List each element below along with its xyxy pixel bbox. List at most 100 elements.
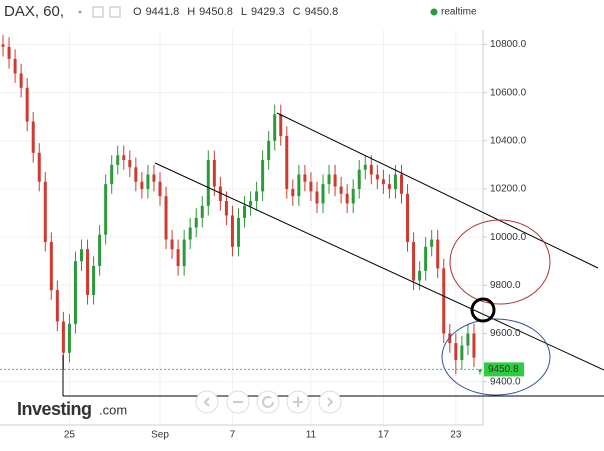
y-tick-label: 9800.0 [490, 280, 521, 291]
x-tick-label: Sep [151, 430, 169, 441]
candle-body [98, 234, 102, 267]
last-price-label: 9450.8 [488, 364, 519, 375]
trend-line [154, 162, 604, 371]
candle-body [249, 201, 253, 206]
candle-body [399, 174, 403, 194]
candle-body [430, 239, 434, 247]
candle-body [333, 174, 337, 187]
candle-body [13, 58, 17, 74]
chart-title: DAX, 60, [4, 3, 64, 20]
toolbar-icons [203, 396, 334, 408]
candle-body [104, 184, 108, 235]
candle-body [188, 227, 192, 240]
candle-body [297, 174, 301, 197]
x-tick-label: 7 [230, 430, 236, 441]
candle-body [212, 160, 216, 187]
realtime-label: realtime [441, 7, 477, 18]
y-tick-label: 10000.0 [490, 232, 527, 243]
candle-body [218, 186, 222, 202]
candle-body [92, 266, 96, 295]
scroll-right-button[interactable] [318, 390, 342, 414]
candle-body [345, 193, 349, 204]
last-price-box [484, 362, 524, 377]
candle-body [454, 343, 458, 360]
candle-body [37, 152, 41, 182]
candle-body [122, 155, 126, 161]
ohlc-value: 9450.8 [199, 6, 233, 18]
candle-body [206, 160, 210, 206]
candle-body [418, 270, 422, 281]
candle-body [339, 186, 343, 194]
candle-body [357, 169, 361, 189]
candle-body [61, 321, 65, 353]
candle-body [80, 249, 84, 262]
candle-body [49, 241, 53, 291]
y-tick-label: 10600.0 [490, 87, 527, 98]
candle-body [321, 184, 325, 204]
candle-body [351, 188, 355, 204]
candle-body [73, 261, 77, 324]
candle-body [19, 73, 23, 88]
settings-icon[interactable] [92, 6, 104, 18]
dropdown-icon [78, 11, 82, 14]
candle-body [128, 160, 132, 168]
black-circle [470, 297, 496, 323]
candle-body [267, 140, 271, 161]
candle-body [406, 193, 410, 242]
candle-body [1, 44, 5, 47]
candle-body [164, 196, 168, 240]
candle-body [110, 164, 114, 185]
candle-body [309, 181, 313, 192]
candle-body [158, 181, 162, 197]
candle-body [236, 217, 240, 247]
candle-body [291, 188, 295, 197]
candle-body [176, 249, 180, 267]
candle-body [25, 87, 29, 122]
candle-body [55, 290, 59, 322]
scroll-left-button[interactable] [195, 390, 219, 414]
candle-body [200, 205, 204, 218]
candle-body [255, 191, 259, 202]
candle-body [303, 174, 307, 182]
candle-body [116, 155, 120, 165]
toggle-icon[interactable] [109, 6, 121, 18]
candle-body [31, 121, 35, 153]
candle-body [230, 215, 234, 247]
ohlc-value: 9441.8 [146, 6, 180, 18]
y-tick-label: 9400.0 [490, 376, 521, 387]
candle-body [43, 181, 47, 242]
candle-body [424, 246, 428, 271]
candle-body [86, 249, 90, 295]
candle-body [466, 333, 470, 346]
candle-body [387, 184, 391, 189]
ohlc-key: C [293, 6, 301, 18]
ohlc-key: O [133, 6, 142, 18]
candle-body [261, 160, 265, 192]
x-tick-label: 25 [64, 430, 76, 441]
last-price: 9450.8 [0, 362, 524, 377]
red-ellipse [449, 219, 551, 305]
candle-body [412, 241, 416, 281]
blue-ellipse [441, 318, 551, 396]
ohlc-value: 9450.8 [305, 6, 339, 18]
y-tick-label: 10800.0 [490, 39, 527, 50]
ohlc-key: L [241, 6, 247, 18]
candle-body [442, 268, 446, 334]
candle-body [243, 205, 247, 218]
reset-button[interactable] [256, 390, 280, 414]
candle-body [369, 164, 373, 175]
candle-body [472, 333, 476, 358]
candle-body [285, 135, 289, 189]
candle-body [393, 174, 397, 189]
ohlc-value: 9429.3 [251, 6, 285, 18]
candle-body [279, 114, 283, 136]
y-tick-label: 10400.0 [490, 135, 527, 146]
candle-body [146, 174, 150, 189]
candle-body [478, 369, 482, 372]
candle-body [224, 201, 228, 216]
candle-body [436, 239, 440, 269]
candle-body [194, 217, 198, 228]
candle-body [182, 239, 186, 267]
candle-body [381, 179, 385, 185]
x-tick-label: 23 [450, 430, 462, 441]
